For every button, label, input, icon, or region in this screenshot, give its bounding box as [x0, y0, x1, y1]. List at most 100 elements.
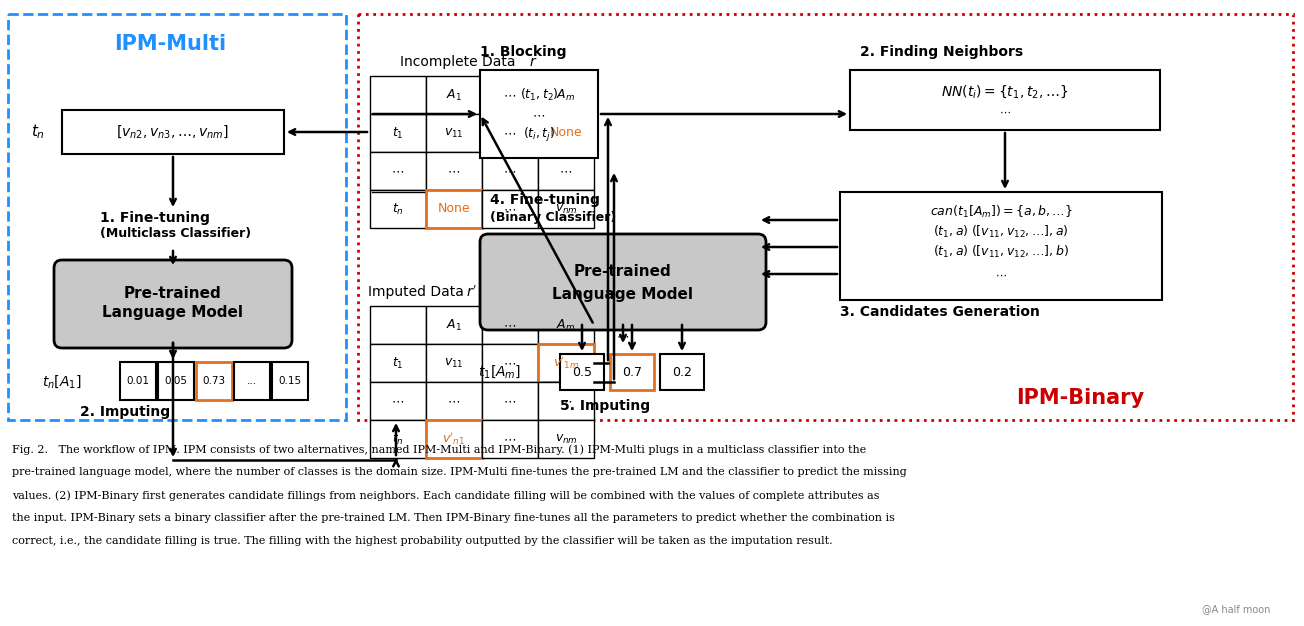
Text: $(t_1,a)\;([v_{11},v_{12},\ldots],b)$: $(t_1,a)\;([v_{11},v_{12},\ldots],b)$: [934, 244, 1069, 260]
Bar: [539, 190, 595, 228]
Text: $v_{11}$: $v_{11}$: [445, 126, 464, 140]
Text: values. (2) IPM-Binary first generates candidate fillings from neighbors. Each c: values. (2) IPM-Binary first generates c…: [12, 490, 879, 501]
Bar: [63, 110, 284, 154]
Text: Language Model: Language Model: [103, 305, 244, 321]
Bar: [539, 306, 595, 344]
Bar: [482, 344, 539, 382]
Text: $\cdots$: $\cdots$: [503, 319, 516, 332]
Text: 2. Imputing: 2. Imputing: [80, 405, 170, 419]
Text: $\cdots$: $\cdots$: [503, 165, 516, 178]
Bar: [120, 362, 156, 400]
Text: $NN(t_i)=\{t_1,t_2,\ldots\}$: $NN(t_i)=\{t_1,t_2,\ldots\}$: [941, 84, 1068, 100]
Text: 4. Fine-tuning: 4. Fine-tuning: [490, 193, 600, 207]
Text: 1. Fine-tuning: 1. Fine-tuning: [100, 211, 210, 225]
Text: Pre-trained: Pre-trained: [124, 285, 222, 300]
Text: Fig. 2.   The workflow of IPM. IPM consists of two alternatives, named IPM-Multi: Fig. 2. The workflow of IPM. IPM consist…: [12, 444, 866, 454]
Bar: [480, 70, 599, 158]
Text: (Multiclass Classifier): (Multiclass Classifier): [100, 227, 252, 240]
Text: correct, i.e., the candidate filling is true. The filling with the highest proba: correct, i.e., the candidate filling is …: [12, 536, 833, 546]
Text: 5. Imputing: 5. Imputing: [559, 399, 651, 413]
Bar: [370, 76, 426, 114]
Text: $v_{11}$: $v_{11}$: [445, 356, 464, 369]
Text: $\cdots$: $\cdots$: [503, 126, 516, 140]
Text: 0.15: 0.15: [279, 376, 301, 386]
Bar: [426, 76, 482, 114]
Text: $\cdots$: $\cdots$: [559, 165, 572, 178]
Text: $A_m$: $A_m$: [557, 88, 575, 103]
Bar: [482, 382, 539, 420]
Text: $\cdots$: $\cdots$: [447, 165, 460, 178]
Bar: [273, 362, 308, 400]
Bar: [482, 114, 539, 152]
Text: Imputed Data: Imputed Data: [368, 285, 468, 299]
Text: $\cdots$: $\cdots$: [503, 88, 516, 101]
Bar: [370, 382, 426, 420]
Text: 0.7: 0.7: [622, 366, 642, 379]
Text: 0.2: 0.2: [672, 366, 692, 379]
Bar: [482, 190, 539, 228]
Text: $\cdots$: $\cdots$: [503, 433, 516, 446]
Text: Pre-trained: Pre-trained: [574, 265, 672, 279]
Text: $\cdots$: $\cdots$: [391, 394, 404, 408]
Bar: [426, 344, 482, 382]
Bar: [539, 152, 595, 190]
Bar: [426, 114, 482, 152]
Bar: [539, 420, 595, 458]
Text: $\cdots$: $\cdots$: [447, 394, 460, 408]
Text: $\cdots$: $\cdots$: [999, 107, 1011, 117]
Text: $t_n$: $t_n$: [393, 202, 404, 217]
Bar: [426, 382, 482, 420]
Bar: [196, 362, 232, 400]
Bar: [426, 152, 482, 190]
Bar: [426, 420, 482, 458]
Text: ...: ...: [246, 376, 257, 386]
Text: IPM-Multi: IPM-Multi: [113, 34, 226, 54]
Bar: [850, 70, 1161, 130]
Text: 0.5: 0.5: [572, 366, 592, 379]
Text: $A_m$: $A_m$: [557, 317, 575, 332]
Bar: [158, 362, 194, 400]
Text: Incomplete Data: Incomplete Data: [400, 55, 520, 69]
Bar: [370, 344, 426, 382]
Text: None: None: [438, 202, 471, 215]
Bar: [559, 354, 604, 390]
Text: $v_{nm}$: $v_{nm}$: [554, 433, 578, 446]
Bar: [660, 354, 704, 390]
Text: IPM-Binary: IPM-Binary: [1016, 388, 1144, 408]
Bar: [539, 382, 595, 420]
Text: pre-trained language model, where the number of classes is the domain size. IPM-: pre-trained language model, where the nu…: [12, 467, 906, 477]
Bar: [370, 306, 426, 344]
Bar: [482, 152, 539, 190]
Text: (Binary Classifier): (Binary Classifier): [490, 212, 617, 225]
Text: None: None: [550, 126, 583, 140]
Text: 0.73: 0.73: [202, 376, 226, 386]
Bar: [233, 362, 270, 400]
Text: 2. Finding Neighbors: 2. Finding Neighbors: [861, 45, 1024, 59]
Bar: [539, 114, 595, 152]
Text: $(t_1,a)\;([v_{11},v_{12},\ldots],a)$: $(t_1,a)\;([v_{11},v_{12},\ldots],a)$: [934, 224, 1069, 240]
Text: $r'$: $r'$: [466, 284, 477, 300]
Text: $t_1$: $t_1$: [393, 125, 404, 141]
Bar: [482, 306, 539, 344]
Text: $A_1$: $A_1$: [446, 88, 462, 103]
Text: $r$: $r$: [529, 55, 537, 69]
Text: $(t_i,t_j)$: $(t_i,t_j)$: [523, 126, 556, 144]
Bar: [370, 420, 426, 458]
Bar: [370, 152, 426, 190]
Text: $\cdots$: $\cdots$: [503, 356, 516, 369]
Text: $t_1$: $t_1$: [393, 356, 404, 371]
Text: $v_{nm}$: $v_{nm}$: [554, 202, 578, 215]
Bar: [482, 76, 539, 114]
Text: 0.05: 0.05: [164, 376, 188, 386]
Text: $(t_1,t_2)$: $(t_1,t_2)$: [519, 87, 558, 103]
FancyBboxPatch shape: [480, 234, 765, 330]
Text: $\cdots$: $\cdots$: [503, 394, 516, 408]
FancyBboxPatch shape: [53, 260, 292, 348]
Bar: [370, 114, 426, 152]
Text: 0.01: 0.01: [126, 376, 150, 386]
Bar: [539, 76, 595, 114]
Bar: [539, 344, 595, 382]
Text: $\cdots$: $\cdots$: [995, 270, 1007, 280]
Text: $\cdots$: $\cdots$: [617, 329, 630, 342]
Text: $v'_{1m}$: $v'_{1m}$: [553, 355, 579, 371]
